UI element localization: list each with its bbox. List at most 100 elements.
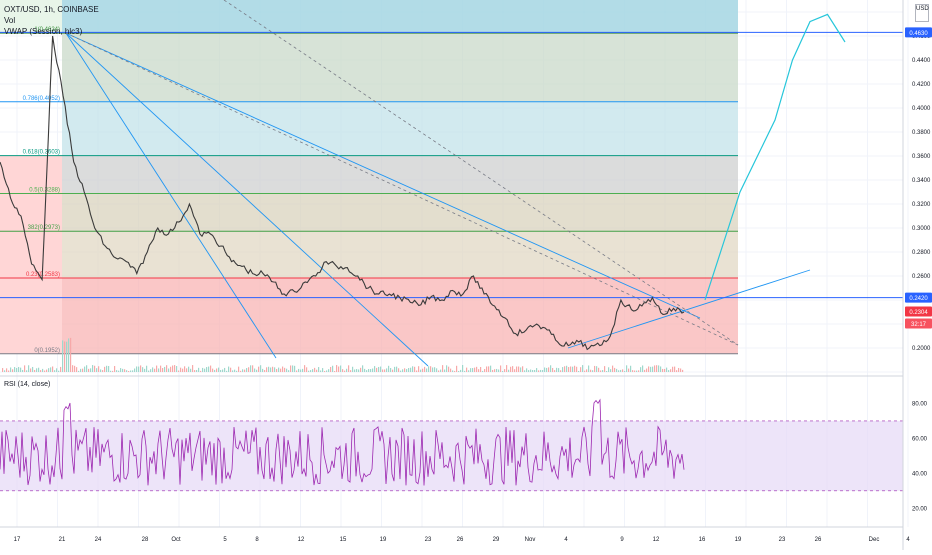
- volume-bar: [502, 370, 504, 372]
- volume-bar: [646, 368, 648, 372]
- volume-bar: [238, 366, 240, 372]
- volume-bar: [184, 366, 186, 372]
- volume-bar: [284, 367, 286, 372]
- volume-bar: [356, 369, 358, 372]
- volume-bar: [280, 368, 282, 372]
- currency-button[interactable]: USD: [915, 4, 929, 22]
- volume-bar: [112, 370, 114, 372]
- fib-retracement[interactable]: 1(0.4624) 0.786(0.4052) 0.618(0.3603) 0.5(0…: [0, 0, 738, 355]
- volume-bar: [314, 367, 316, 372]
- volume-bar: [38, 367, 40, 372]
- volume-bar: [286, 368, 288, 372]
- x-tick-label: 29: [493, 537, 500, 543]
- volume-bar: [506, 365, 508, 372]
- volume-bar: [510, 366, 512, 372]
- fib-level-label-6: 0(0.1952): [34, 348, 60, 354]
- volume-bar: [204, 368, 206, 372]
- volume-bar: [400, 370, 402, 372]
- volume-bar: [114, 366, 116, 372]
- volume-bar: [642, 365, 644, 372]
- volume-bar: [270, 367, 272, 372]
- volume-bar: [470, 368, 472, 372]
- volume-bar: [168, 368, 170, 372]
- volume-bar: [216, 368, 218, 372]
- volume-bar: [448, 366, 450, 372]
- volume-bar: [540, 369, 542, 372]
- rsi-line: [0, 398, 685, 486]
- volume-bar: [24, 365, 26, 372]
- vol-indicator-label[interactable]: Vol: [4, 16, 16, 25]
- volume-bar: [456, 365, 458, 372]
- volume-bar: [128, 370, 130, 372]
- volume-bar: [432, 367, 434, 372]
- volume-bar: [622, 369, 624, 372]
- volume-bar: [232, 370, 234, 372]
- volume-bar: [640, 367, 642, 372]
- volume-bar: [268, 366, 270, 372]
- volume-bar: [394, 366, 396, 372]
- volume-bar: [436, 368, 438, 372]
- volume-bar: [292, 365, 294, 372]
- fib-level-label-0: 1(0.4624): [34, 27, 60, 33]
- volume-bar: [360, 367, 362, 372]
- volume-bar: [434, 367, 436, 372]
- volume-bar: [60, 366, 62, 372]
- volume-bar: [572, 366, 574, 372]
- y-tick-label: 0.2600: [912, 274, 931, 280]
- volume-bar: [44, 370, 46, 372]
- volume-bar: [532, 370, 534, 372]
- volume-bar: [288, 370, 290, 372]
- volume-bar: [566, 365, 568, 372]
- volume-bar: [294, 365, 296, 372]
- symbol-title[interactable]: OXT/USD, 1h, COINBASE: [4, 5, 99, 14]
- volume-bar: [222, 369, 224, 372]
- volume-bar: [40, 370, 42, 372]
- volume-bar: [516, 366, 518, 372]
- trend-lines[interactable]: [0, 0, 903, 367]
- volume-bar: [504, 369, 506, 372]
- volume-bar: [632, 370, 634, 372]
- volume-bar: [574, 365, 576, 372]
- fib-zone-top-left: [0, 0, 62, 34]
- volume-bar: [340, 365, 342, 372]
- price-badges: 0.4630 0.2420 0.2304 32:17: [905, 27, 932, 329]
- rsi-indicator-label[interactable]: RSI (14, close): [4, 381, 51, 388]
- volume-bar: [608, 367, 610, 372]
- volume-bar: [116, 370, 118, 372]
- volume-bar: [616, 368, 618, 372]
- volume-bar: [424, 366, 426, 372]
- volume-bar: [230, 367, 232, 372]
- volume-bar: [212, 368, 214, 372]
- volume-bar: [602, 370, 604, 372]
- volume-bar: [32, 366, 34, 372]
- vwap-indicator-label[interactable]: VWAP (Session, hlc3): [4, 27, 83, 36]
- volume-bar: [330, 366, 332, 372]
- fib-level-label-5: 0.23(0.2583): [26, 272, 60, 278]
- volume-bar: [494, 369, 496, 372]
- volume-bar: [152, 367, 154, 372]
- volume-bar: [146, 365, 148, 372]
- volume-bar: [408, 368, 410, 372]
- volume-bar: [416, 370, 418, 372]
- volume-bar: [518, 366, 520, 372]
- volume-bar: [190, 368, 192, 372]
- volume-bar: [498, 369, 500, 372]
- volume-bar: [144, 368, 146, 372]
- volume-bar: [644, 369, 646, 372]
- volume-bar: [30, 368, 32, 372]
- volume-bar: [36, 368, 38, 372]
- x-tick-label: 19: [735, 537, 742, 543]
- volume-bar: [534, 369, 536, 372]
- volume-bar: [440, 369, 442, 372]
- volume-bar: [392, 369, 394, 372]
- volume-bar: [298, 368, 300, 372]
- x-tick-label: 23: [779, 537, 786, 543]
- rsi-tick-label: 60.00: [912, 436, 928, 442]
- volume-bar: [464, 370, 466, 372]
- volume-bar: [382, 369, 384, 372]
- x-tick-label: 17: [14, 537, 21, 543]
- countdown-badge-bg: [905, 318, 932, 329]
- volume-bar: [16, 368, 18, 372]
- fib-level-label-4: 382(0.2973): [28, 225, 60, 231]
